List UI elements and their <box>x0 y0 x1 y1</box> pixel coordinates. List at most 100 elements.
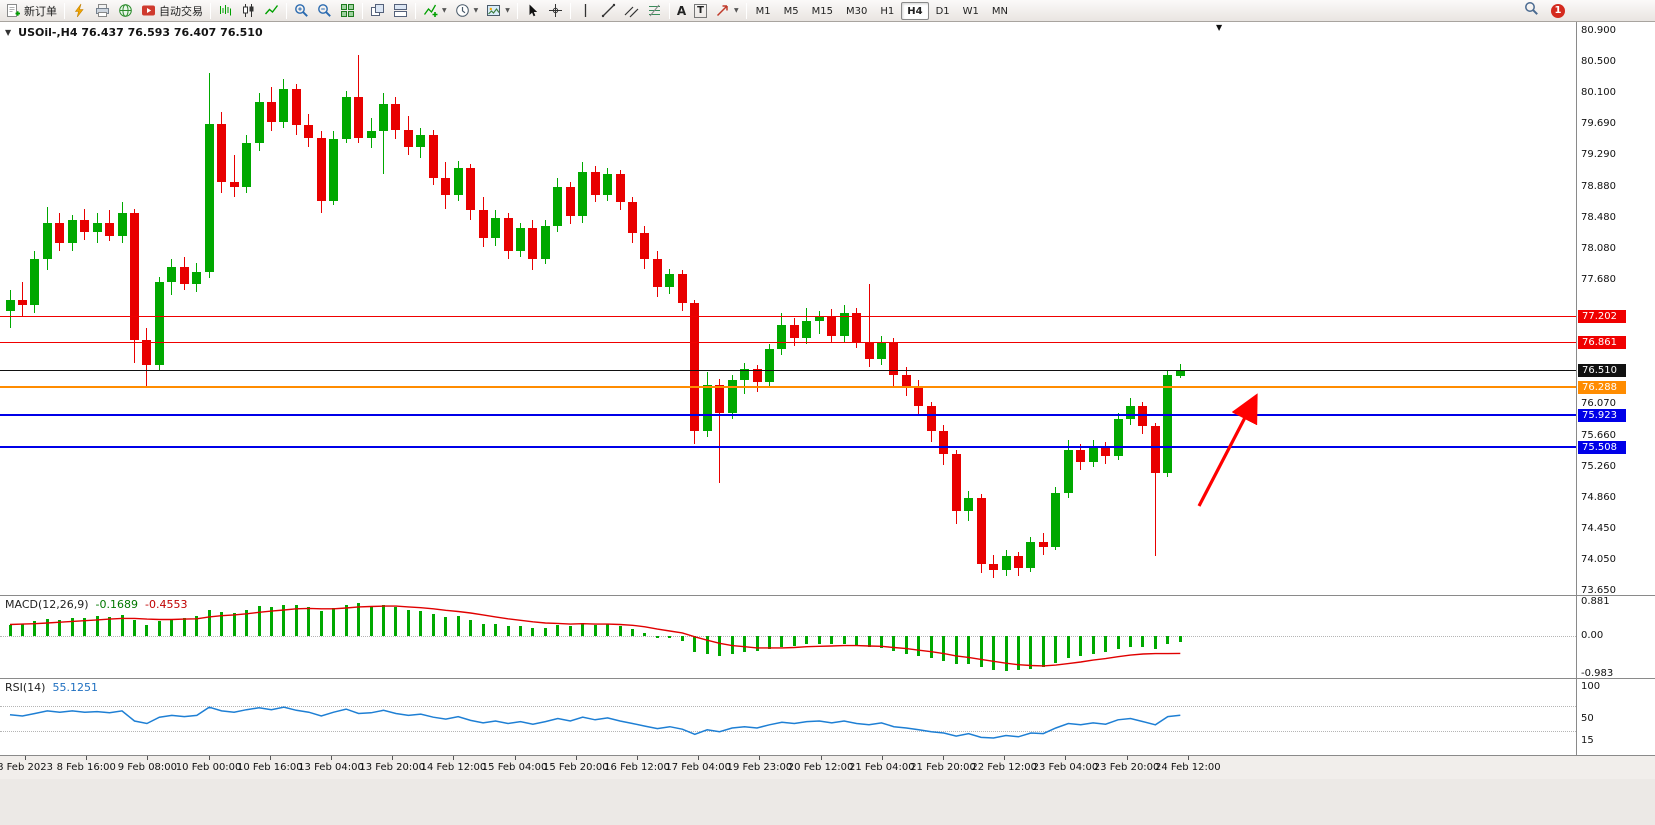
indicators-button[interactable]: ▼ <box>419 1 451 21</box>
tile-horizontal-icon <box>393 3 408 18</box>
zoom-in-icon <box>294 3 309 18</box>
macd-histogram-bar <box>394 606 398 636</box>
candle-body <box>989 563 999 571</box>
one-click-trading-toggle-icon[interactable]: ▼ <box>5 28 12 37</box>
macd-histogram-bar <box>307 606 311 636</box>
macd-axis-label: -0.983 <box>1581 667 1614 679</box>
zoom-out-button[interactable] <box>313 1 336 21</box>
new-order-button[interactable]: 新订单 <box>2 1 61 21</box>
cascade-windows-button[interactable] <box>366 1 389 21</box>
toolbar-separator <box>745 2 747 19</box>
candle-body <box>279 88 289 123</box>
lightning-icon <box>72 3 87 18</box>
horizontal-line-76.510[interactable] <box>0 369 1576 371</box>
macd-histogram-bar <box>1029 636 1033 669</box>
candle-body <box>42 222 52 259</box>
fibonacci-icon <box>647 3 662 18</box>
macd-histogram-bar <box>668 636 672 639</box>
cursor-button[interactable] <box>521 1 544 21</box>
macd-histogram-bar <box>867 636 871 648</box>
macd-histogram-bar <box>568 626 572 636</box>
pane-separator[interactable] <box>0 595 1655 596</box>
templates-button[interactable]: ▼ <box>482 1 514 21</box>
horizontal-line-75.508[interactable] <box>0 446 1576 449</box>
chart-line-button[interactable] <box>260 1 283 21</box>
timeframe-button-MN[interactable]: MN <box>991 5 1008 17</box>
text-label-button[interactable]: T <box>690 1 711 21</box>
macd-histogram-bar <box>419 610 423 636</box>
tile-horizontal-button[interactable] <box>389 1 412 21</box>
signals-button[interactable] <box>68 1 91 21</box>
trendline-button[interactable] <box>597 1 620 21</box>
time-axis-tick <box>575 756 577 760</box>
community-button[interactable] <box>114 1 137 21</box>
macd-histogram-bar <box>282 604 286 636</box>
timeframe-button-H1[interactable]: H1 <box>880 5 895 17</box>
macd-histogram-bar <box>157 621 161 636</box>
candle-body <box>565 187 575 217</box>
horizontal-line-76.288[interactable] <box>0 386 1576 389</box>
chart-candles-button[interactable] <box>237 1 260 21</box>
candle-body <box>341 96 351 140</box>
autotrade-button[interactable]: 自动交易 <box>137 1 207 21</box>
candle-body <box>901 374 911 387</box>
horizontal-line-77.202[interactable] <box>0 316 1576 318</box>
timeframe-button-M1[interactable]: M1 <box>755 5 771 17</box>
macd-histogram-bar <box>120 614 124 636</box>
time-axis-label: 8 Feb 2023 <box>0 762 53 773</box>
search-icon[interactable] <box>1524 1 1539 20</box>
arrows-button[interactable]: ▼ <box>711 1 743 21</box>
candle-body <box>304 125 314 138</box>
timeframe-button-W1[interactable]: W1 <box>962 5 979 17</box>
rsi-level-line-70 <box>0 705 1576 707</box>
periods-button[interactable]: ▼ <box>451 1 483 21</box>
rsi-indicator-pane[interactable]: RSI(14) 55.1251 <box>0 679 1576 755</box>
trend-arrow-annotation[interactable] <box>0 22 1576 595</box>
main-chart-pane[interactable]: ▼ USOil-,H4 76.437 76.593 76.407 76.510 … <box>0 22 1576 595</box>
timeframe-button-D1[interactable]: D1 <box>935 5 950 17</box>
macd-histogram-bar <box>369 606 373 636</box>
candle-body <box>665 274 675 288</box>
line-chart-icon <box>264 3 279 18</box>
candle-body <box>802 320 812 339</box>
candle-body <box>416 135 426 147</box>
macd-label: MACD(12,26,9) -0.1689 -0.4553 <box>5 598 187 611</box>
price-axis[interactable]: 77.202 76.861 76.510 76.288 75.923 75.508 80.9… <box>1576 22 1655 755</box>
timeframe-button-M30[interactable]: M30 <box>845 5 868 17</box>
pane-separator[interactable] <box>0 678 1655 679</box>
chevron-down-icon: ▼ <box>734 7 739 14</box>
chart-bars-button[interactable] <box>214 1 237 21</box>
horizontal-line-76.861[interactable] <box>0 342 1576 344</box>
notification-badge[interactable]: 1 <box>1551 3 1565 18</box>
vertical-line-button[interactable] <box>574 1 597 21</box>
macd-histogram-bar <box>680 636 684 642</box>
macd-histogram-bar <box>33 621 37 636</box>
time-axis[interactable]: 8 Feb 2023 8 Feb 16:00 9 Feb 08:00 10 Feb 0… <box>0 756 1655 779</box>
zoom-in-button[interactable] <box>290 1 313 21</box>
macd-histogram-bar <box>518 626 522 636</box>
macd-histogram-bar <box>444 616 448 636</box>
macd-histogram-bar <box>892 636 896 652</box>
channel-button[interactable] <box>620 1 643 21</box>
horizontal-line-75.923[interactable] <box>0 414 1576 417</box>
candle-body <box>254 102 264 143</box>
macd-histogram-bar <box>95 616 99 636</box>
macd-histogram-bar <box>1141 636 1145 647</box>
macd-indicator-pane[interactable]: MACD(12,26,9) -0.1689 -0.4553 <box>0 596 1576 678</box>
chart-shift-marker-icon[interactable]: ▼ <box>1216 23 1223 32</box>
tile-windows-button[interactable] <box>336 1 359 21</box>
timeframe-button-M5[interactable]: M5 <box>783 5 799 17</box>
text-button[interactable]: A <box>673 1 690 21</box>
macd-histogram-bar <box>108 616 112 636</box>
time-axis-tick <box>453 756 455 760</box>
candle-body <box>117 212 127 236</box>
timeframe-button-M15[interactable]: M15 <box>811 5 833 17</box>
crosshair-button[interactable] <box>544 1 567 21</box>
timeframe-button-H4[interactable]: H4 <box>901 1 929 20</box>
print-button[interactable] <box>91 1 114 21</box>
fibonacci-button[interactable] <box>643 1 666 21</box>
candle-body <box>839 312 849 337</box>
price-badge-76.861: 76.861 <box>1578 336 1626 350</box>
toolbar-right-group: 1 <box>1524 1 1565 20</box>
rsi-value: 55.1251 <box>52 681 98 694</box>
